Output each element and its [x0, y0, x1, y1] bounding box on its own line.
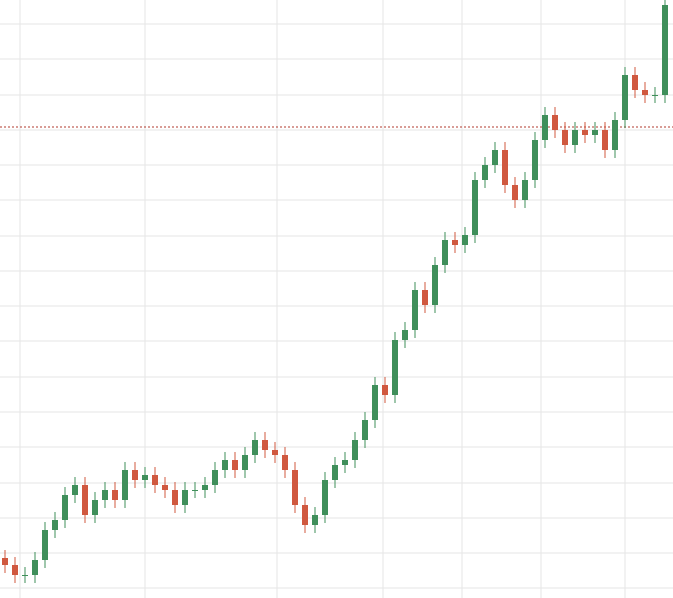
- candle-body: [632, 75, 638, 90]
- candle-body: [282, 455, 288, 470]
- candle-body: [532, 140, 538, 180]
- candle-body: [412, 290, 418, 330]
- candle-body: [162, 485, 168, 490]
- candle-body: [522, 180, 528, 200]
- candle-body: [572, 130, 578, 145]
- candle-body: [2, 558, 8, 565]
- candle-body: [512, 185, 518, 200]
- candle-body: [402, 330, 408, 340]
- candle-body: [182, 490, 188, 505]
- candle-body: [92, 500, 98, 515]
- candle-body: [352, 440, 358, 460]
- candle-body: [472, 180, 478, 235]
- candle-body: [242, 455, 248, 470]
- candle-body: [72, 485, 78, 495]
- candle-body: [222, 460, 228, 470]
- candle-body: [32, 560, 38, 575]
- candle-body: [102, 490, 108, 500]
- candle-body: [132, 470, 138, 480]
- candle-body: [272, 450, 278, 455]
- candle-body: [602, 130, 608, 150]
- candle-body: [492, 150, 498, 165]
- candle-body: [552, 115, 558, 130]
- candle-body: [42, 530, 48, 560]
- candle-body: [312, 515, 318, 525]
- candle-body: [612, 120, 618, 150]
- candle-body: [302, 505, 308, 525]
- candle-body: [642, 90, 648, 95]
- candle-body: [482, 165, 488, 180]
- candle-body: [152, 475, 158, 485]
- candle-body: [322, 480, 328, 515]
- candle-body: [52, 520, 58, 530]
- candle-body: [212, 470, 218, 485]
- candle-body: [582, 130, 588, 135]
- candle-body: [82, 485, 88, 515]
- candle-body: [662, 5, 668, 95]
- candle-body: [452, 240, 458, 245]
- candle-body: [372, 385, 378, 420]
- candle-body: [12, 565, 18, 575]
- candle-body: [542, 115, 548, 140]
- candle-body: [462, 235, 468, 245]
- candle-body: [432, 265, 438, 305]
- candle-body: [292, 470, 298, 505]
- candle-body: [562, 130, 568, 145]
- candle-body: [392, 340, 398, 395]
- candle-body: [382, 385, 388, 395]
- candle-body: [652, 95, 658, 96]
- candle-body: [62, 495, 68, 520]
- candle-body: [422, 290, 428, 305]
- candle-body: [232, 460, 238, 470]
- candle-body: [252, 440, 258, 455]
- candle-body: [202, 485, 208, 490]
- candle-body: [362, 420, 368, 440]
- candle-body: [262, 440, 268, 450]
- candle-body: [122, 470, 128, 500]
- candle-body: [22, 575, 28, 576]
- candle-body: [592, 130, 598, 135]
- candle-body: [142, 475, 148, 480]
- candle-body: [332, 465, 338, 480]
- candle-body: [192, 490, 198, 491]
- candle-body: [442, 240, 448, 265]
- candle-body: [502, 150, 508, 185]
- candle-body: [622, 75, 628, 120]
- candle-body: [342, 460, 348, 465]
- candle-body: [112, 490, 118, 500]
- candle-body: [172, 490, 178, 505]
